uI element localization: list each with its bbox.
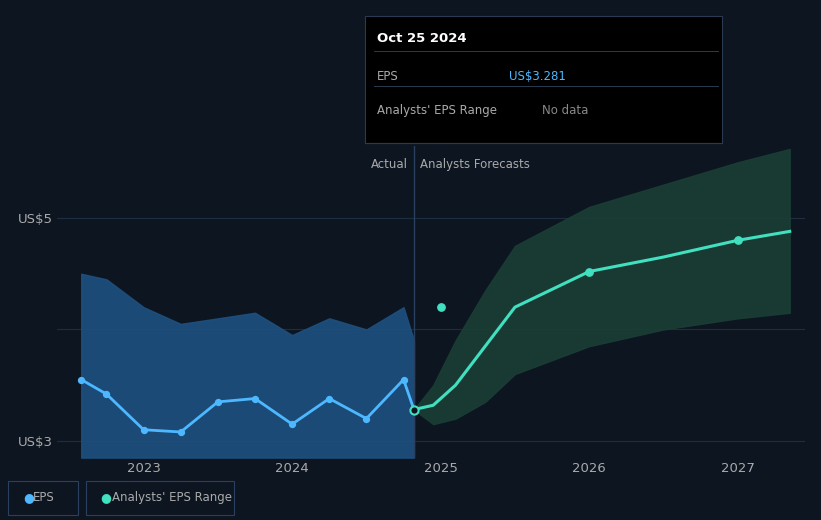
Text: Analysts' EPS Range: Analysts' EPS Range: [112, 491, 232, 504]
Text: US$3.281: US$3.281: [509, 70, 566, 83]
Point: [732, 236, 745, 244]
Text: No data: No data: [542, 104, 588, 117]
Point: [434, 303, 447, 311]
Point: [583, 267, 596, 276]
Text: Actual: Actual: [371, 158, 408, 171]
Point: [249, 394, 262, 402]
Point: [174, 428, 187, 436]
Text: Analysts' EPS Range: Analysts' EPS Range: [377, 104, 497, 117]
Text: EPS: EPS: [377, 70, 398, 83]
Text: Oct 25 2024: Oct 25 2024: [377, 32, 466, 45]
Point: [397, 375, 410, 384]
Text: Analysts Forecasts: Analysts Forecasts: [420, 158, 530, 171]
Point: [100, 390, 113, 398]
Text: ●: ●: [23, 491, 34, 504]
Point: [323, 394, 336, 402]
Point: [360, 414, 373, 423]
Text: ●: ●: [100, 491, 111, 504]
Point: [211, 398, 224, 406]
Point: [137, 425, 150, 434]
Point: [75, 375, 88, 384]
Point: [407, 406, 420, 414]
Point: [286, 420, 299, 428]
Text: EPS: EPS: [33, 491, 54, 504]
